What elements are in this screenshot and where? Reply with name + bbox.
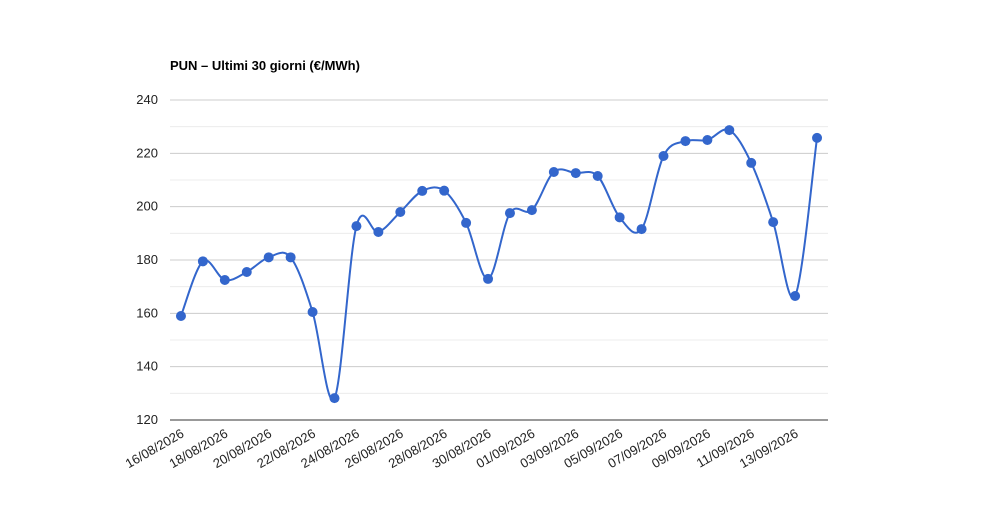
point [548, 167, 559, 177]
point [614, 212, 625, 223]
point [658, 151, 669, 161]
point [680, 136, 691, 147]
point [351, 221, 362, 232]
point [417, 185, 428, 196]
point [461, 217, 472, 228]
point [263, 252, 274, 263]
point [329, 393, 340, 404]
point [636, 224, 647, 235]
point [702, 135, 713, 145]
point [219, 275, 230, 285]
point [439, 185, 450, 196]
point [395, 207, 406, 217]
y-tick-label: 240 [136, 92, 158, 107]
y-tick-label: 140 [136, 359, 158, 374]
point [526, 205, 537, 216]
point [812, 132, 823, 143]
point [746, 157, 757, 168]
y-tick-label: 200 [136, 199, 158, 214]
point [504, 208, 515, 219]
line [180, 128, 819, 401]
y-tick-label: 120 [136, 412, 158, 427]
point [197, 256, 208, 267]
point [592, 171, 603, 181]
y-tick-label: 160 [136, 305, 158, 320]
point [724, 125, 735, 136]
chart-title: PUN – Ultimi 30 giorni (€/MWh) [170, 58, 360, 73]
point [570, 168, 581, 179]
point [483, 273, 494, 284]
point [307, 307, 318, 317]
point [768, 217, 779, 228]
point [175, 311, 186, 321]
y-tick-label: 180 [136, 252, 158, 267]
point [241, 267, 252, 277]
point [790, 291, 801, 301]
point [373, 227, 384, 237]
y-tick-label: 220 [136, 145, 158, 160]
point [285, 252, 296, 263]
